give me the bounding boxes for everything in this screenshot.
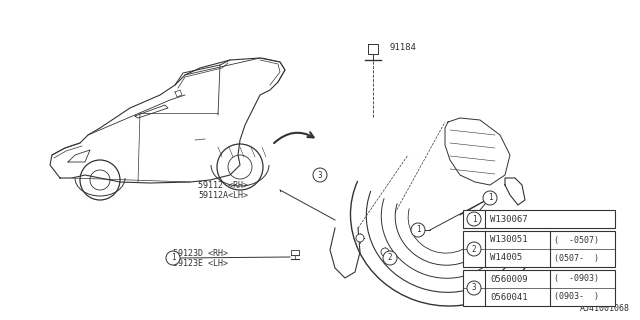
Text: 1: 1 xyxy=(416,226,420,235)
Circle shape xyxy=(356,234,364,242)
Text: 59112A<LH>: 59112A<LH> xyxy=(198,191,248,201)
Bar xyxy=(463,210,615,228)
Text: 59112 <RH>: 59112 <RH> xyxy=(198,180,248,189)
Text: W14005: W14005 xyxy=(490,253,522,262)
Text: (  -0903): ( -0903) xyxy=(554,275,599,284)
Circle shape xyxy=(166,251,180,265)
Text: 0560041: 0560041 xyxy=(490,292,527,301)
Bar xyxy=(463,231,615,267)
Text: W130051: W130051 xyxy=(490,236,527,244)
Text: 3: 3 xyxy=(472,284,476,292)
Circle shape xyxy=(467,242,481,256)
Circle shape xyxy=(467,281,481,295)
Text: 2: 2 xyxy=(388,253,392,262)
Text: 91184: 91184 xyxy=(390,44,417,52)
Circle shape xyxy=(467,212,481,226)
Text: 1: 1 xyxy=(472,214,476,223)
Circle shape xyxy=(411,223,425,237)
FancyArrowPatch shape xyxy=(274,132,314,143)
Text: (  -0507): ( -0507) xyxy=(554,236,599,244)
Text: 2: 2 xyxy=(472,244,476,253)
Text: (0507-  ): (0507- ) xyxy=(554,253,599,262)
Text: 1: 1 xyxy=(488,194,492,203)
Text: (0903-  ): (0903- ) xyxy=(554,292,599,301)
Bar xyxy=(291,250,299,255)
Text: A541001068: A541001068 xyxy=(580,304,630,313)
Text: 0560009: 0560009 xyxy=(490,275,527,284)
Text: 3: 3 xyxy=(317,171,323,180)
Text: 59123D <RH>: 59123D <RH> xyxy=(173,249,228,258)
Circle shape xyxy=(313,168,327,182)
Bar xyxy=(463,270,615,306)
Text: 1: 1 xyxy=(171,253,175,262)
Circle shape xyxy=(383,251,397,265)
Text: 59123E <LH>: 59123E <LH> xyxy=(173,259,228,268)
Circle shape xyxy=(483,191,497,205)
Circle shape xyxy=(381,248,389,256)
Text: W130067: W130067 xyxy=(490,214,527,223)
